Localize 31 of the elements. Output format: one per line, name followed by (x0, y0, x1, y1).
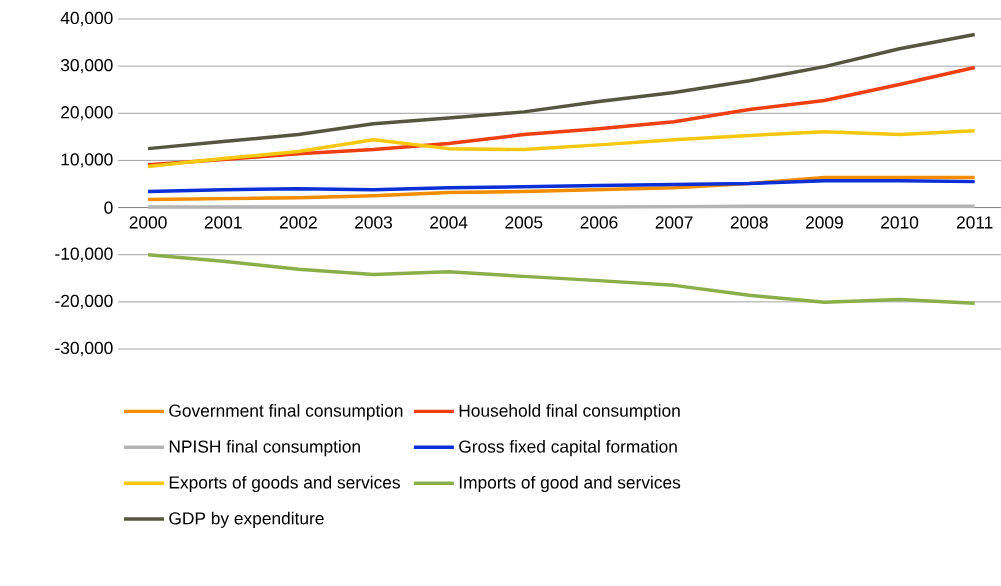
y-tick-label: -10,000 (55, 247, 113, 262)
y-tick-label: 10,000 (61, 153, 113, 168)
y-tick-label: 40,000 (60, 11, 113, 27)
x-tick-label: 2003 (355, 216, 393, 229)
x-tick-label: 2007 (655, 216, 693, 229)
y-tick-label: -30,000 (55, 341, 113, 357)
legend-label: Exports of goods and services (169, 475, 400, 493)
x-tick-label: 2009 (805, 216, 843, 229)
line-series (146, 252, 977, 305)
y-tick-label: 20,000 (61, 106, 113, 121)
line-series (146, 32, 977, 151)
line-series (146, 178, 977, 194)
y-tick-label: -20,000 (55, 294, 113, 310)
line-series (146, 128, 977, 169)
x-tick-label: 2005 (505, 216, 543, 229)
legend-label: Gross fixed capital formation (459, 439, 677, 457)
x-tick-label: 2011 (956, 216, 993, 229)
y-tick-label: 0 (104, 201, 113, 214)
x-tick-label: 2004 (430, 216, 468, 229)
legend-label: NPISH final consumption (169, 439, 360, 457)
legend-label: Government final consumption (169, 404, 403, 421)
x-tick-label: 2010 (881, 216, 919, 229)
x-tick-label: 2006 (580, 216, 618, 229)
legend-label: GDP by expenditure (169, 511, 324, 528)
x-tick-label: 2002 (279, 216, 317, 229)
legend-label: Imports of good and services (459, 475, 681, 493)
legend-label: Household final consumption (459, 404, 680, 421)
y-tick-label: 30,000 (60, 58, 113, 74)
x-tick-label: 2001 (204, 216, 242, 229)
x-tick-label: 2000 (129, 216, 167, 229)
x-tick-label: 2008 (730, 216, 768, 229)
